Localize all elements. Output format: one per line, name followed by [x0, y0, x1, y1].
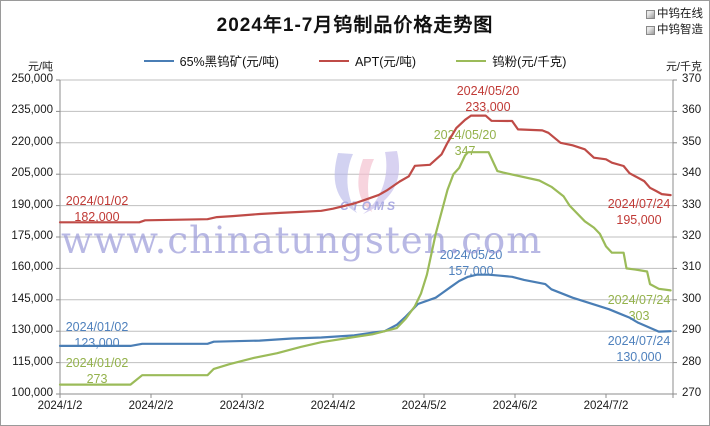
page-title: 2024年1-7月钨制品价格走势图 — [216, 15, 494, 36]
watermark-url-text: www.chinatungsten.com — [61, 219, 542, 262]
data-label-line: 2024/01/02 — [65, 356, 129, 370]
data-label-line: 2024/07/24 — [607, 293, 671, 307]
data-label-line: 347 — [454, 143, 476, 158]
legend-label: 65%黑钨矿(元/吨) — [179, 55, 279, 69]
data-label-line: 2024/01/02 — [65, 194, 129, 208]
legend-item: 65%黑钨矿(元/吨) — [143, 51, 279, 70]
data-label-line: 233,000 — [465, 99, 511, 114]
data-label-line: 2024/05/20 — [456, 84, 520, 98]
data-label-line: 273 — [86, 371, 108, 386]
legend-label: 钨粉(元/千克) — [492, 55, 567, 69]
left-axis-unit-label: 元/吨 — [28, 61, 54, 73]
brand-logo-icon — [646, 25, 655, 35]
legend-line-swatch — [318, 59, 349, 62]
brand-badge-label: 中钨智造 — [657, 24, 703, 36]
legend-label: APT(元/吨) — [354, 55, 417, 69]
legend-line-swatch — [456, 59, 487, 62]
legend-line-swatch — [143, 59, 174, 62]
data-label-line: 195,000 — [616, 212, 662, 227]
data-label-apt-start: 2024/01/02 182,000 — [66, 194, 129, 225]
watermark-brand-text: CTOMS — [340, 199, 398, 213]
legend-item: APT(元/吨) — [318, 51, 417, 70]
legend-item: 钨粉(元/千克) — [456, 51, 566, 70]
watermark: CTOMS www.chinatungsten.com — [61, 151, 542, 262]
series-line-wolframite — [58, 273, 672, 347]
data-label-apt-peak: 2024/05/20 233,000 — [457, 84, 520, 115]
brand-logo-icon — [646, 9, 655, 19]
data-label-apt-end: 2024/07/24 195,000 — [608, 197, 671, 228]
brand-badge-1: 中钨在线 — [646, 6, 703, 22]
legend: 65%黑钨矿(元/吨) APT(元/吨) 钨粉(元/千克) — [1, 51, 709, 70]
data-label-line: 182,000 — [74, 209, 120, 224]
brand-badge-label: 中钨在线 — [657, 8, 703, 20]
data-label-wolframite-end: 2024/07/24 130,000 — [608, 334, 671, 365]
series-line-powder — [58, 151, 672, 386]
right-axis-unit-label: 元/千克 — [665, 61, 702, 73]
data-label-line: 130,000 — [616, 349, 662, 364]
brand-badge-2: 中钨智造 — [646, 22, 703, 38]
data-label-powder-start: 2024/01/02 273 — [66, 356, 129, 387]
watermark-logo-icon — [334, 153, 357, 213]
data-label-line: 2024/01/02 — [65, 320, 129, 334]
data-label-line: 2024/07/24 — [607, 197, 671, 211]
data-label-line: 2024/07/24 — [607, 334, 671, 348]
series-line-apt — [58, 114, 672, 224]
brand-badges: 中钨在线 中钨智造 — [646, 6, 703, 38]
data-label-line: 2024/05/20 — [439, 248, 503, 262]
